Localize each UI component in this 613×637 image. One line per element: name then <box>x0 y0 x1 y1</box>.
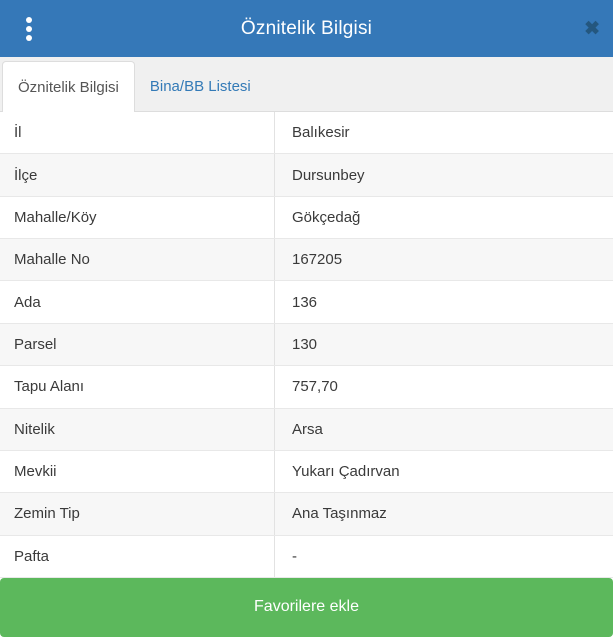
table-row: Nitelik Arsa <box>0 408 613 451</box>
row-value: 757,70 <box>292 378 338 396</box>
row-value: Dursunbey <box>292 166 365 184</box>
table-row: Zemin Tip Ana Taşınmaz <box>0 493 613 536</box>
row-label: Mevkii <box>0 450 275 493</box>
table-row: Mahalle/Köy Gökçedağ <box>0 196 613 240</box>
row-label: Tapu Alanı <box>0 366 275 408</box>
dialog-title: Öznitelik Bilgisi <box>240 17 373 39</box>
row-label: Zemin Tip <box>0 493 275 535</box>
row-value: Ana Taşınmaz <box>292 505 387 523</box>
table-row: İl Balıkesir <box>0 112 613 155</box>
table-row: Mahalle No 167205 <box>0 239 613 282</box>
row-label: Mahalle/Köy <box>0 196 275 239</box>
row-value: 136 <box>292 293 318 311</box>
row-label: İlçe <box>0 154 275 196</box>
row-label: Nitelik <box>0 408 275 450</box>
kebab-menu-icon[interactable] <box>22 13 36 45</box>
table-row: Mevkii Yukarı Çadırvan <box>0 450 613 494</box>
row-value: Gökçedağ <box>292 208 361 226</box>
close-icon[interactable]: ✖ <box>584 18 600 39</box>
row-label: Pafta <box>0 535 275 577</box>
row-label: Mahalle No <box>0 239 275 281</box>
row-label: Parsel <box>0 323 275 366</box>
row-value: - <box>292 547 297 565</box>
table-row: Parsel 130 <box>0 323 613 367</box>
table-row: Tapu Alanı 757,70 <box>0 366 613 409</box>
dialog-header: Öznitelik Bilgisi ✖ <box>0 0 613 57</box>
row-value: Balıkesir <box>292 124 350 142</box>
row-label: Ada <box>0 281 275 323</box>
table-row: Pafta - <box>0 535 613 578</box>
table-row: Ada 136 <box>0 281 613 324</box>
row-value: 130 <box>292 335 318 353</box>
attribute-table: İl Balıkesir İlçe Dursunbey Mahalle/Köy Gökçe… <box>0 112 613 578</box>
favorilere-ekle-button[interactable]: Favorilere ekle <box>0 577 613 637</box>
table-row: İlçe Dursunbey <box>0 154 613 197</box>
row-label: İl <box>0 112 275 154</box>
tab-bina-bb-listesi[interactable]: Bina/BB Listesi <box>149 78 251 95</box>
tab-bar: Öznitelik Bilgisi Bina/BB Listesi <box>0 57 613 112</box>
tab-oznitelik-bilgisi[interactable]: Öznitelik Bilgisi <box>2 61 135 112</box>
row-value: Yukarı Çadırvan <box>292 463 400 481</box>
row-value: 167205 <box>292 251 343 269</box>
row-value: Arsa <box>292 420 323 438</box>
